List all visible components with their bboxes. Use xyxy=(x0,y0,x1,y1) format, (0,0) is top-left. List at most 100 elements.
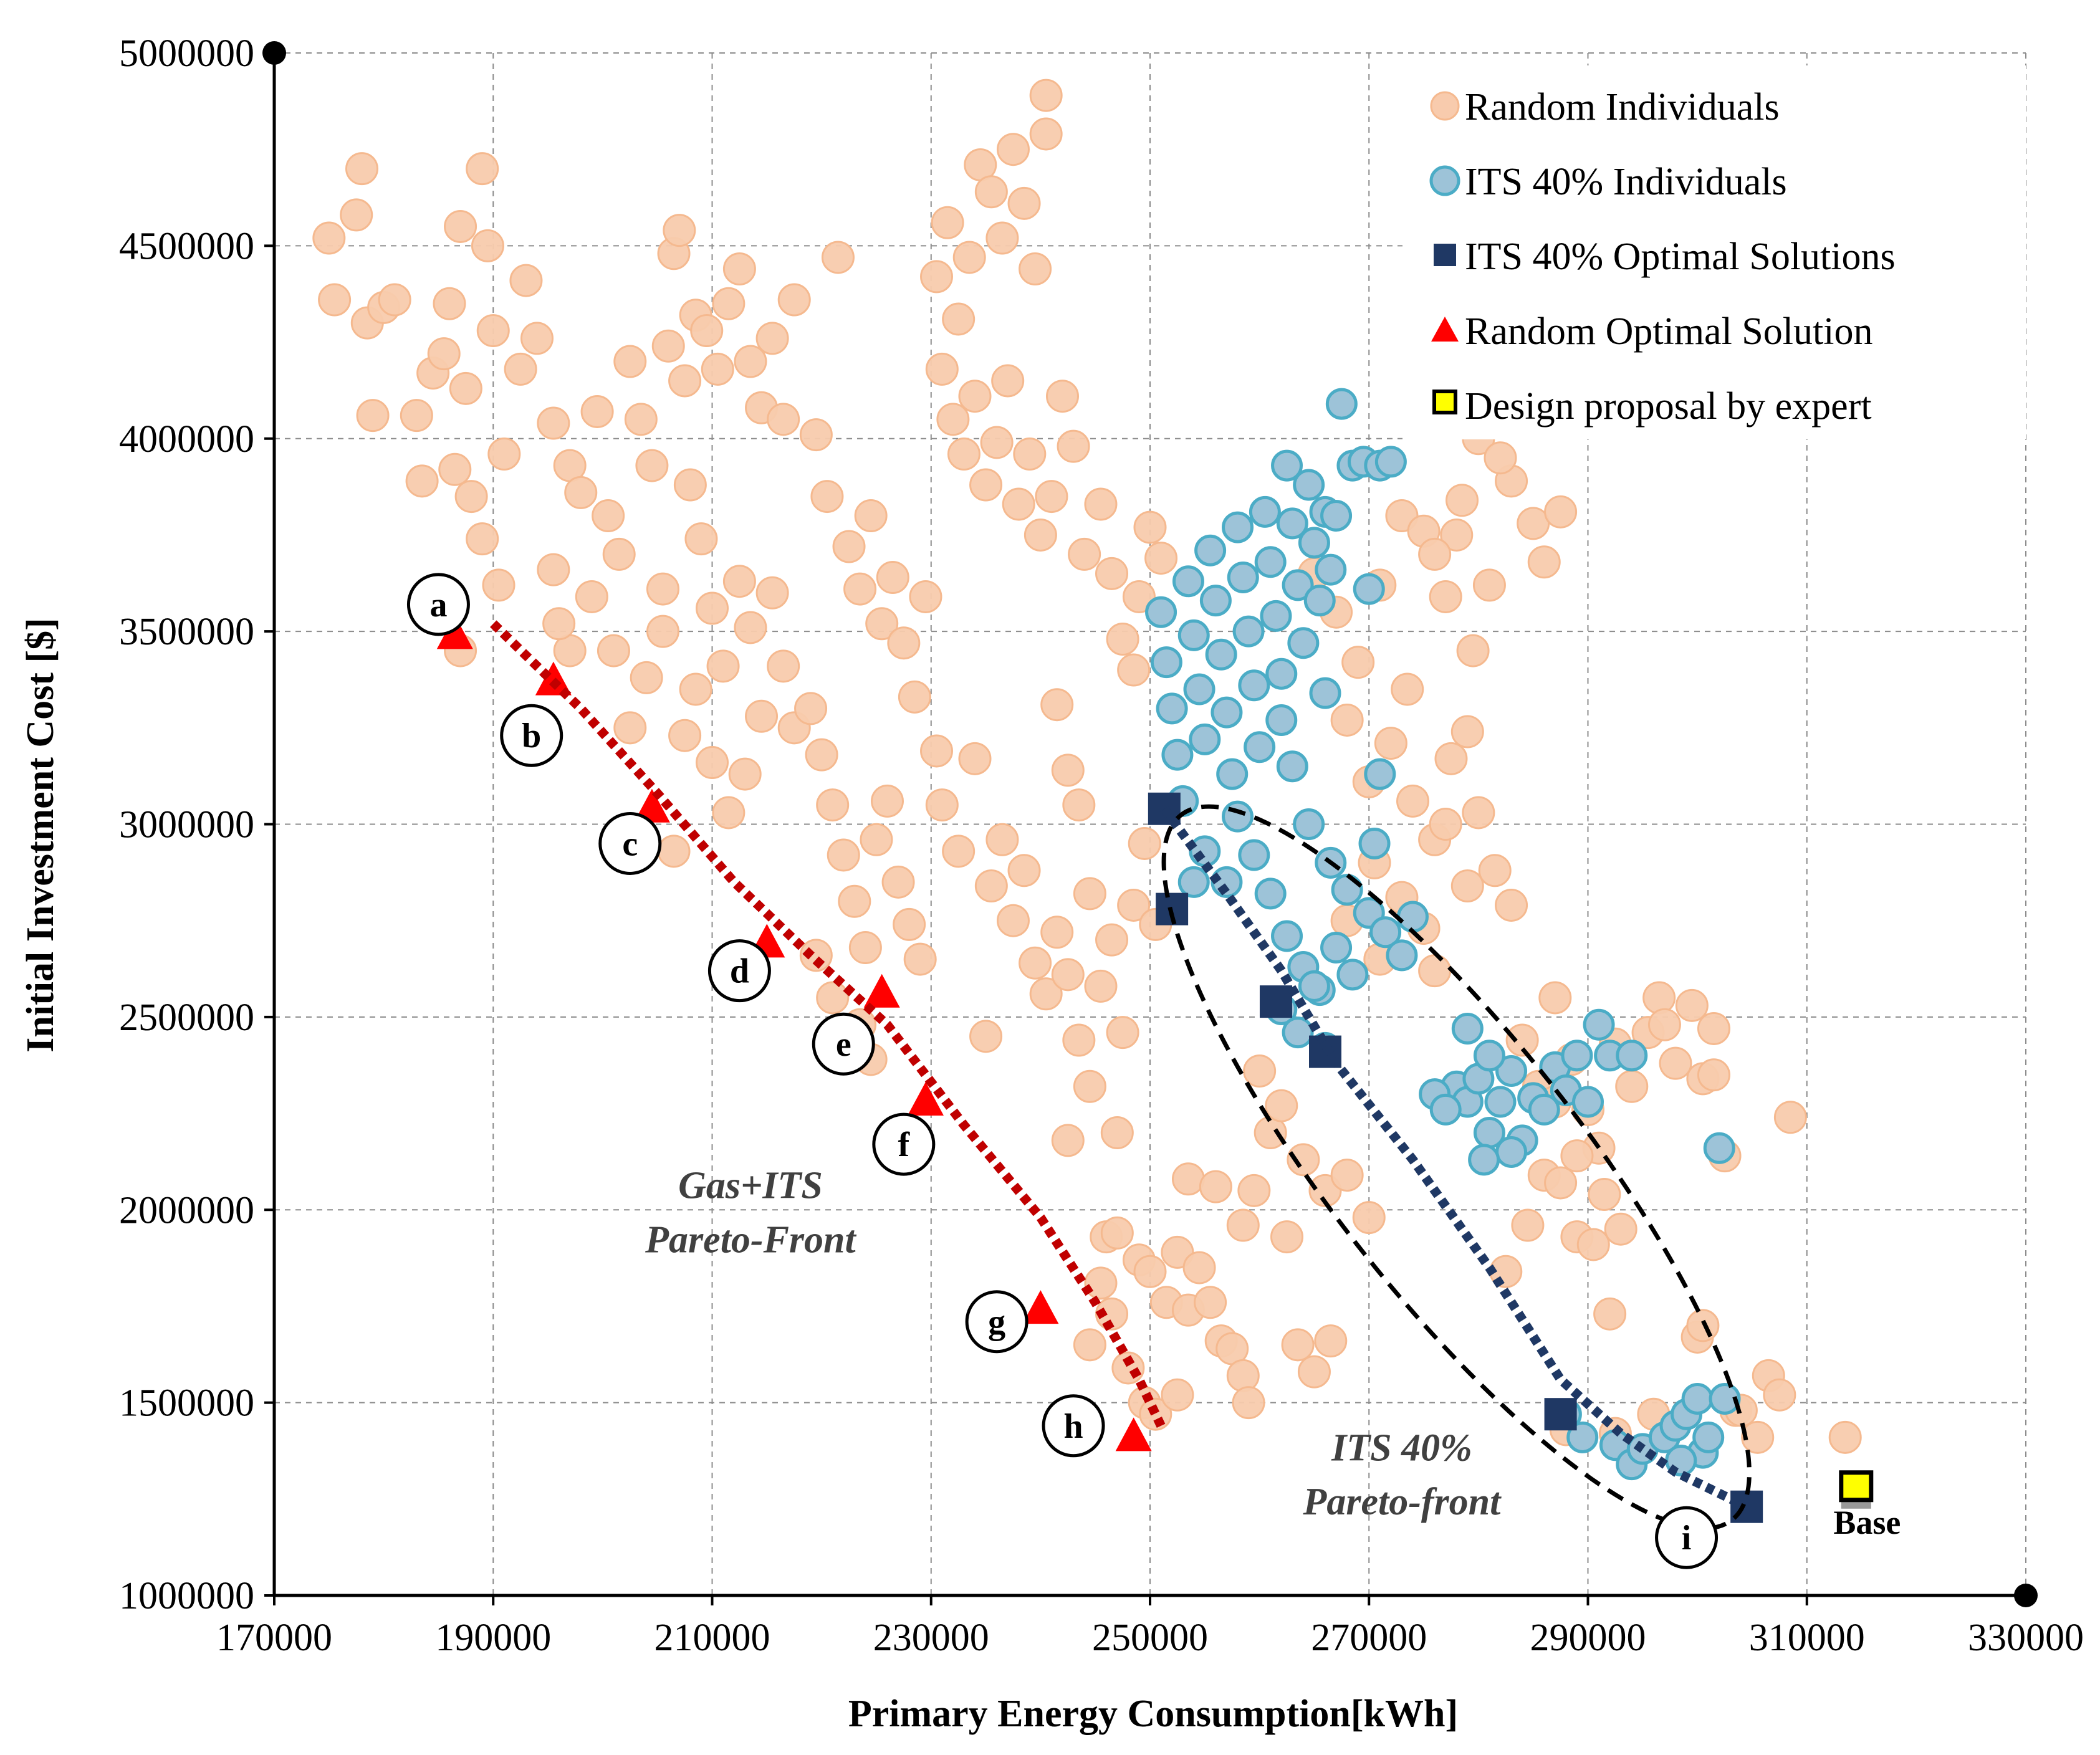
random-individual-point xyxy=(706,649,740,683)
x-tick-label: 310000 xyxy=(1749,1617,1865,1659)
random-individual-point xyxy=(1040,688,1074,722)
its-individual-point xyxy=(1473,1040,1505,1072)
random-individual-point xyxy=(444,209,477,243)
random-individual-point xyxy=(931,206,964,239)
y-tick-label: 4500000 xyxy=(119,225,254,267)
legend-label-expert: Design proposal by expert xyxy=(1465,385,1872,428)
random-individual-point xyxy=(1472,568,1506,602)
random-individual-point xyxy=(996,904,1030,937)
x-tick-label: 250000 xyxy=(1092,1617,1208,1659)
its-individual-point xyxy=(1358,827,1391,859)
random-individual-point xyxy=(651,329,685,363)
random-individual-point xyxy=(400,399,433,433)
its-individual-point xyxy=(1484,1086,1517,1118)
annotation-its-40: ITS 40% xyxy=(1331,1427,1472,1469)
random-individual-point xyxy=(1341,646,1375,679)
random-individual-point xyxy=(1084,1266,1118,1300)
random-individual-point xyxy=(668,364,702,398)
solution-label-text: d xyxy=(730,952,749,991)
its-front-ellipse xyxy=(1161,804,1752,1531)
its-individual-point xyxy=(1336,959,1369,991)
its-individual-point xyxy=(1703,1132,1735,1164)
random-individual-point xyxy=(942,302,976,336)
its-individual-point xyxy=(1189,835,1221,868)
random-individual-point xyxy=(646,614,679,648)
random-individual-point xyxy=(838,884,871,918)
random-individual-point xyxy=(881,865,915,899)
random-individual-point xyxy=(1647,1008,1681,1041)
random-individual-point xyxy=(1593,1297,1627,1331)
its-individual-point xyxy=(1320,500,1353,532)
random-individual-point xyxy=(1035,480,1068,514)
random-individual-point xyxy=(378,283,411,317)
random-individual-point xyxy=(1450,715,1484,748)
random-individual-point xyxy=(657,834,691,868)
random-individual-point xyxy=(602,537,636,571)
its-individual-point xyxy=(1325,388,1358,420)
random-individual-point xyxy=(684,522,718,556)
random-individual-point xyxy=(734,345,767,378)
random-individual-point xyxy=(1007,186,1041,220)
random-individual-point xyxy=(1117,653,1151,687)
random-individual-point xyxy=(810,480,844,514)
random-individual-point xyxy=(843,572,877,606)
random-individual-point xyxy=(942,834,976,868)
random-individual-point xyxy=(1330,1159,1364,1192)
random-individual-point xyxy=(1429,808,1462,841)
solution-label-text: e xyxy=(836,1025,851,1064)
random-individual-point xyxy=(673,468,707,502)
random-individual-point xyxy=(1171,1162,1205,1196)
random-individual-point xyxy=(1511,1208,1545,1242)
random-individual-point xyxy=(1095,1297,1129,1331)
its-individual-point xyxy=(1692,1421,1725,1453)
its-individual-point xyxy=(1232,615,1265,648)
its-individual-point xyxy=(1303,585,1336,617)
random-individual-point xyxy=(1462,796,1495,830)
random-individual-point xyxy=(893,907,926,941)
its-individual-point xyxy=(1276,750,1308,783)
legend-marker-random-individuals xyxy=(1430,91,1460,121)
random-individual-point xyxy=(624,403,658,436)
random-individual-point xyxy=(1051,1124,1085,1157)
random-individual-point xyxy=(575,580,608,613)
solution-label-circle xyxy=(1042,1394,1105,1458)
its-individual-point xyxy=(1364,758,1396,790)
random-individual-point xyxy=(1544,495,1578,528)
random-individual-point xyxy=(898,680,931,714)
its-individual-point xyxy=(1298,970,1330,1002)
its-individual-point xyxy=(1369,916,1402,949)
random-individual-point xyxy=(799,418,833,452)
random-individual-point xyxy=(1675,988,1709,1022)
random-individual-point xyxy=(1068,537,1101,571)
random-individual-point xyxy=(1013,438,1047,471)
random-individual-point xyxy=(312,221,346,255)
random-individual-point xyxy=(1560,1139,1594,1173)
its-individual-point xyxy=(1271,920,1303,952)
random-individual-point xyxy=(712,287,746,320)
its-individual-point xyxy=(1199,585,1232,617)
legend-label-random-optimal: Random Optimal Solution xyxy=(1465,310,1872,353)
random-individual-point xyxy=(1265,1089,1298,1122)
solution-label-text: b xyxy=(522,717,541,755)
random-individual-point xyxy=(1084,487,1118,521)
random-individual-point xyxy=(1446,484,1479,517)
random-individual-point xyxy=(1100,1116,1134,1149)
random-optimal-solution-point xyxy=(1022,1290,1059,1324)
random-individual-point xyxy=(613,711,647,745)
random-individual-point xyxy=(985,823,1019,856)
random-individual-point xyxy=(1352,1201,1386,1235)
random-individual-point xyxy=(969,468,1003,502)
its-individual-point xyxy=(1222,511,1254,543)
random-individual-point xyxy=(947,438,980,471)
random-optimal-solution-point xyxy=(907,1082,944,1116)
its-individual-point xyxy=(1282,569,1314,601)
its-individual-point xyxy=(1287,627,1320,659)
random-individual-point xyxy=(509,264,543,297)
solution-label-text: i xyxy=(1682,1519,1692,1557)
solution-label-circle xyxy=(707,939,771,1003)
random-individual-point xyxy=(1128,826,1161,860)
random-individual-point xyxy=(1544,1166,1578,1200)
its-individual-point xyxy=(1309,677,1341,709)
random-individual-point xyxy=(1133,510,1167,544)
random-individual-point xyxy=(1007,854,1041,887)
